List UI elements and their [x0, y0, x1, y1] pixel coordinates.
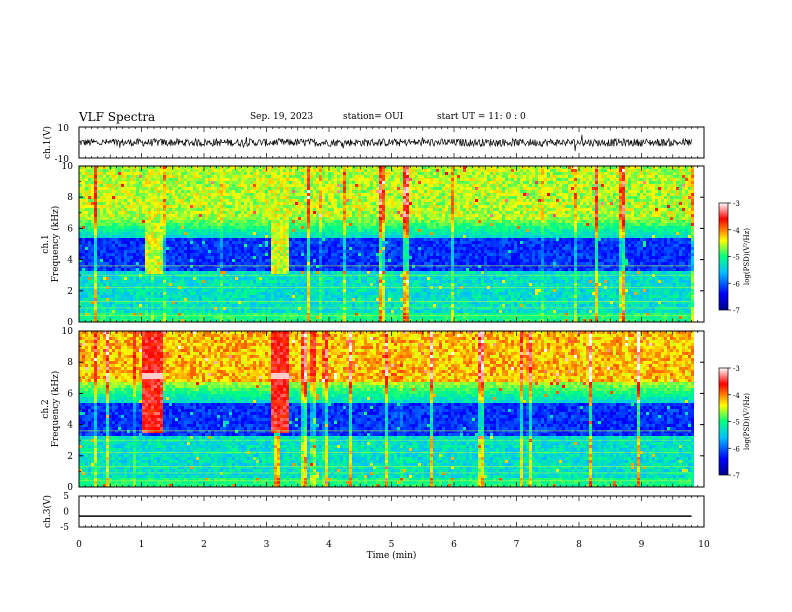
ch2-colorbar-tick-label: -5 — [733, 419, 740, 427]
ch1-colorbar-tick-label: -3 — [733, 200, 740, 208]
ch1-colorbar — [719, 203, 728, 310]
ch2-ytick-label: 4 — [67, 421, 73, 431]
xtick-label: 9 — [639, 540, 645, 550]
ch1-colorbar-tick-label: -7 — [733, 307, 740, 315]
xtick-label: 4 — [326, 540, 332, 550]
xtick-label: 0 — [76, 540, 82, 550]
ch1-ytick-label: 8 — [67, 193, 73, 203]
ch1-waveform-ylabel: ch.1(V) — [42, 126, 53, 159]
xtick-label: 6 — [451, 540, 457, 550]
ch1-ytick-label: 6 — [67, 224, 73, 234]
ch2-ytick-label: 8 — [67, 358, 73, 368]
ch3-ytick-label: 0 — [63, 508, 69, 518]
ch2-ytick-label: 10 — [62, 327, 74, 337]
ch1-colorbar-tick-label: -4 — [733, 227, 740, 235]
xtick-label: 10 — [698, 540, 710, 550]
ch1-ylabel: ch.1 — [41, 234, 51, 253]
ch1-colorbar-tick-label: -6 — [733, 280, 740, 288]
ch3-ytick-label: 5 — [63, 492, 69, 502]
ch1-ytick-label: 4 — [67, 256, 73, 266]
ch1-waveform-line — [79, 135, 692, 152]
xtick-label: 1 — [139, 540, 145, 550]
ch2-ytick-label: 2 — [67, 452, 73, 462]
ch2-spectrogram — [79, 331, 694, 487]
ch2-colorbar-tick-label: -6 — [733, 445, 740, 453]
ch3-waveform-ylabel: ch.3(V) — [42, 495, 53, 528]
ch1-ylabel: Frequency (kHz) — [50, 206, 61, 283]
xtick-label: 2 — [201, 540, 207, 550]
ch2-colorbar — [719, 368, 728, 475]
ch2-colorbar-label: log(PSD)(V²/Hz) — [743, 393, 751, 450]
ch2-ytick-label: 6 — [67, 389, 73, 399]
x-axis-label: Time (min) — [367, 550, 417, 561]
ch1-colorbar-tick-label: -5 — [733, 254, 740, 262]
ch2-colorbar-tick-label: -4 — [733, 392, 740, 400]
ch2-ylabel: ch.2 — [41, 399, 51, 418]
xtick-label: 5 — [389, 540, 395, 550]
ch2-colorbar-tick-label: -3 — [733, 365, 740, 373]
xtick-label: 8 — [576, 540, 582, 550]
ch1-spectrogram — [79, 166, 694, 322]
ch1-colorbar-label: log(PSD)(V²/Hz) — [743, 228, 751, 285]
ch2-ylabel: Frequency (kHz) — [50, 371, 61, 448]
ch3-ytick-label: -5 — [60, 523, 69, 533]
ch1-ytick-label: 2 — [67, 287, 73, 297]
ch2-colorbar-tick-label: -7 — [733, 472, 740, 480]
ch1-ytick-label: 10 — [62, 162, 74, 172]
xtick-label: 7 — [514, 540, 520, 550]
xtick-label: 3 — [264, 540, 270, 550]
ch1-ytick-label: 10 — [58, 124, 70, 134]
